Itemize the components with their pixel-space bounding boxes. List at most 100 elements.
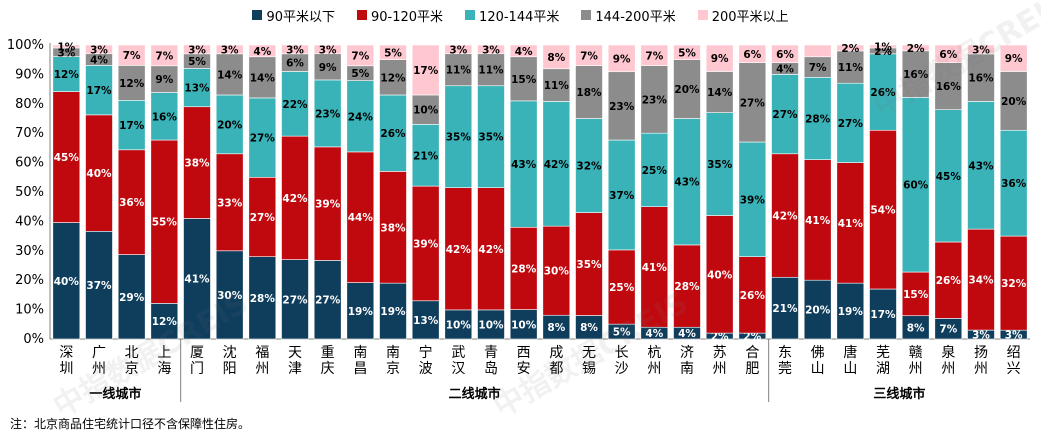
bar-segment bbox=[934, 62, 963, 110]
x-tick-label: 南 bbox=[353, 345, 367, 361]
bar-segment bbox=[52, 44, 81, 49]
data-label: 3% bbox=[972, 330, 990, 342]
legend-swatch bbox=[252, 10, 263, 20]
data-label: 13% bbox=[184, 83, 210, 95]
bar-segment bbox=[215, 44, 244, 55]
y-tick-label: 80% bbox=[15, 97, 44, 112]
y-tick-label: 0% bbox=[23, 332, 44, 347]
bar-segment bbox=[836, 162, 865, 284]
data-label: 27% bbox=[838, 118, 864, 130]
x-tick-label: 津 bbox=[288, 361, 302, 377]
data-label: 2% bbox=[841, 43, 859, 55]
bar-segment bbox=[836, 82, 865, 163]
x-tick-label: 兴 bbox=[1007, 361, 1021, 377]
data-label: 28% bbox=[674, 281, 700, 293]
bar-segment bbox=[542, 44, 571, 70]
data-label: 35% bbox=[478, 132, 504, 144]
group-label: 二线城市 bbox=[449, 386, 501, 402]
x-tick-label: 京 bbox=[125, 361, 139, 377]
data-label: 26% bbox=[936, 275, 962, 287]
data-label: 16% bbox=[968, 73, 994, 85]
x-tick-label: 庆 bbox=[321, 361, 335, 377]
x-tick-label: 深 bbox=[59, 345, 73, 361]
data-label: 26% bbox=[380, 128, 406, 140]
data-label: 32% bbox=[576, 161, 602, 173]
bar-segment bbox=[509, 100, 538, 228]
data-label: 21% bbox=[772, 303, 798, 315]
bar-segment bbox=[281, 44, 309, 55]
bar-segment bbox=[869, 44, 897, 49]
data-label: 9% bbox=[711, 53, 729, 65]
legend-label: 144-200平米 bbox=[595, 9, 676, 25]
data-label: 41% bbox=[642, 262, 668, 274]
data-label: 12% bbox=[380, 72, 406, 84]
bar-segment bbox=[542, 225, 571, 316]
data-label: 20% bbox=[674, 84, 700, 96]
data-label: 14% bbox=[217, 69, 243, 81]
x-tick-label: 重 bbox=[321, 345, 335, 361]
data-label: 15% bbox=[903, 289, 929, 301]
data-label: 10% bbox=[446, 319, 472, 331]
bar-segment bbox=[542, 101, 571, 227]
x-tick-label: 州 bbox=[909, 361, 923, 377]
data-label: 39% bbox=[315, 199, 341, 211]
bar-segment bbox=[150, 65, 179, 93]
bar-segment bbox=[379, 44, 407, 60]
data-label: 41% bbox=[184, 274, 210, 286]
x-tick-label: 安 bbox=[517, 361, 531, 377]
bar-segment bbox=[803, 279, 832, 340]
data-label: 25% bbox=[642, 165, 668, 177]
data-label: 3% bbox=[449, 44, 467, 56]
data-label: 42% bbox=[446, 244, 472, 256]
bar-segment bbox=[183, 106, 211, 219]
data-label: 4% bbox=[776, 64, 794, 76]
bar-segment bbox=[248, 177, 277, 257]
legend-swatch bbox=[697, 10, 708, 20]
x-tick-label: 波 bbox=[419, 361, 433, 377]
data-label: 1% bbox=[874, 41, 892, 53]
data-label: 3% bbox=[286, 44, 304, 56]
x-tick-label: 北 bbox=[125, 345, 139, 361]
data-label: 23% bbox=[315, 108, 341, 120]
data-label: 16% bbox=[152, 111, 178, 123]
data-label: 11% bbox=[478, 65, 504, 77]
bar-segment bbox=[85, 114, 113, 232]
bar-segment bbox=[869, 129, 897, 290]
data-label: 1% bbox=[57, 41, 75, 53]
bar-segment bbox=[411, 300, 440, 340]
data-label: 2% bbox=[874, 46, 892, 58]
bar-segment bbox=[150, 303, 179, 340]
bar-segment bbox=[444, 53, 473, 87]
data-label: 9% bbox=[319, 62, 337, 74]
bar-segment bbox=[444, 44, 473, 55]
x-tick-label: 成 bbox=[549, 345, 563, 361]
data-label: 40% bbox=[86, 168, 112, 180]
data-label: 4% bbox=[253, 46, 271, 58]
x-tick-label: 西 bbox=[517, 345, 531, 361]
x-tick-label: 阳 bbox=[223, 361, 237, 377]
data-label: 6% bbox=[776, 49, 794, 61]
bar-segment bbox=[771, 276, 799, 340]
data-label: 19% bbox=[348, 306, 374, 318]
bar-segment bbox=[411, 124, 440, 187]
data-label: 3% bbox=[972, 44, 990, 56]
bar-segment bbox=[542, 68, 571, 102]
data-label: 28% bbox=[805, 114, 831, 126]
data-label: 36% bbox=[119, 197, 145, 209]
bar-segment bbox=[869, 288, 897, 340]
data-label: 42% bbox=[772, 211, 798, 223]
bar-segment bbox=[967, 101, 995, 230]
legend-swatch bbox=[581, 10, 592, 20]
data-label: 16% bbox=[936, 81, 962, 93]
x-tick-label: 济 bbox=[680, 345, 694, 361]
x-tick-label: 宁 bbox=[419, 344, 433, 361]
bar-segment bbox=[967, 228, 995, 331]
data-label: 12% bbox=[54, 69, 80, 81]
x-tick-label: 杭 bbox=[647, 345, 661, 361]
x-tick-label: 肥 bbox=[745, 361, 759, 377]
data-label: 11% bbox=[446, 65, 472, 77]
x-tick-label: 苏 bbox=[713, 345, 727, 361]
bar-segment bbox=[215, 250, 244, 340]
data-label: 14% bbox=[707, 87, 733, 99]
bar-segment bbox=[640, 65, 669, 134]
